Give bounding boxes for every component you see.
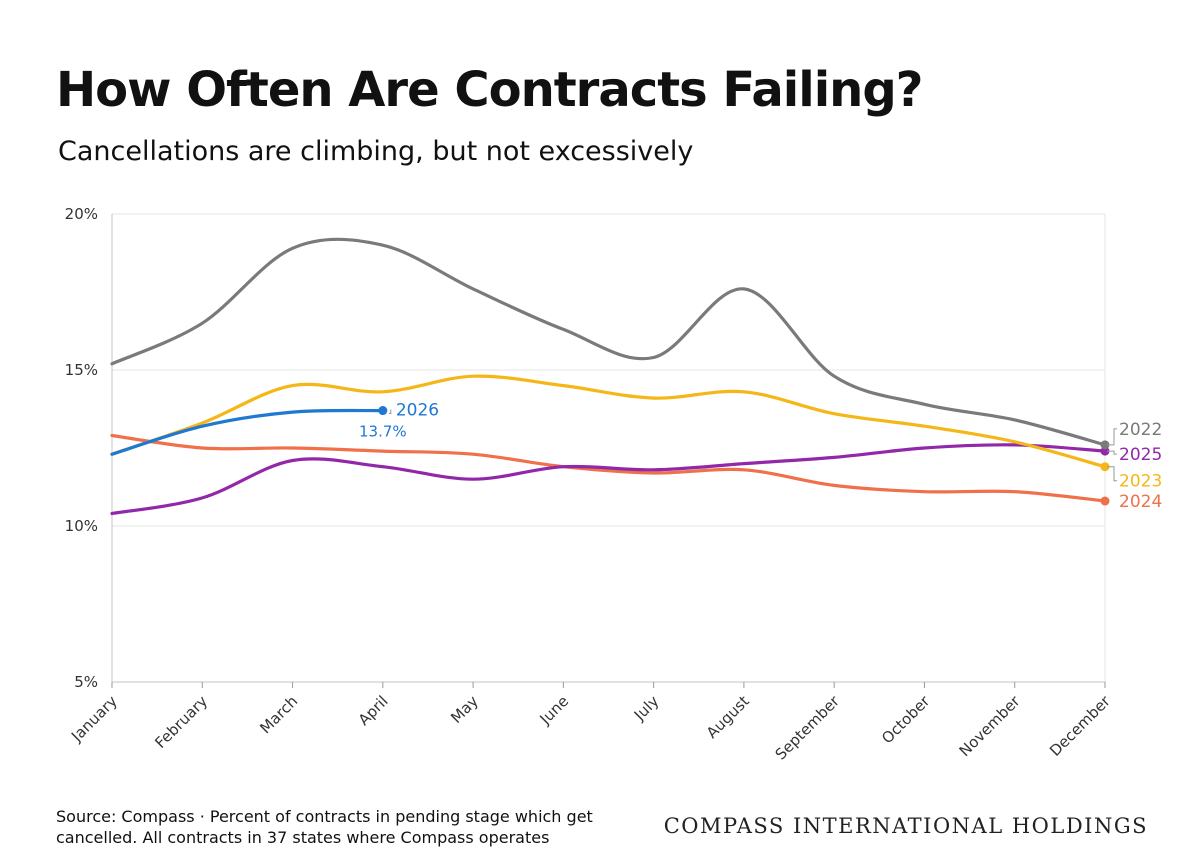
label-leader-2026 [388,409,392,415]
series-line-2022 [110,237,1107,447]
series-lines [110,237,1110,516]
series-label-2022: 2022 [1119,420,1162,440]
series-end-dot-2026 [378,406,388,416]
label-leader-2025 [1107,450,1117,455]
chart-title: How Often Are Contracts Failing? [56,62,924,118]
series-line-2024 [110,433,1107,503]
x-axis: January February March April May June July Augu… [67,681,1114,764]
x-tick-label: February [151,692,211,752]
series-label-2024: 2024 [1119,492,1162,512]
y-tick-label: 15% [65,361,98,379]
data-label-2026-april: 13.7% [359,423,407,441]
y-tick-label: 20% [65,205,98,223]
source-note: Source: Compass · Percent of contracts i… [56,807,593,847]
x-tick-label: November [956,692,1024,760]
x-tick-label: March [256,692,301,737]
y-tick-label: 10% [65,517,98,535]
chart-subtitle: Cancellations are climbing, but not exce… [58,136,694,167]
series-line-2023 [110,374,1107,469]
y-axis: 20% 15% 10% 5% [65,205,113,691]
series-label-2025: 2025 [1119,445,1162,465]
series-end-dot-2023 [1100,462,1110,472]
brand-wordmark: COMPASS INTERNATIONAL HOLDINGS [663,814,1148,838]
label-leader-2022 [1107,428,1117,446]
series-line-2025 [110,443,1107,516]
x-tick-label: September [772,692,844,764]
x-tick-label: October [878,692,934,748]
x-tick-label: June [536,692,573,729]
series-end-dot-2024 [1100,496,1110,506]
x-tick-label: January [67,692,121,746]
series-end-dot-2025 [1100,446,1110,456]
y-tick-label: 5% [74,673,98,691]
x-tick-label: August [703,692,753,742]
x-tick-label: April [355,692,392,729]
series-label-2026: 2026 [396,401,439,421]
x-tick-label: December [1046,692,1114,760]
series-end-dot-2022 [1100,440,1110,450]
series-label-2023: 2023 [1119,472,1162,492]
x-tick-label: May [447,692,482,727]
series-line-2026 [110,408,385,456]
label-leader-2023 [1107,466,1117,482]
x-tick-label: July [630,692,663,725]
